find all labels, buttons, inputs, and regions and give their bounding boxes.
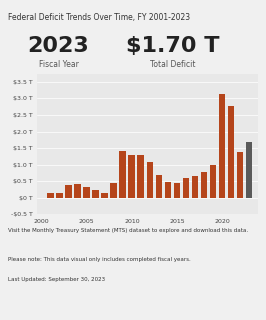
Bar [219,94,225,198]
Bar [201,172,207,198]
Bar [138,155,144,198]
Bar [101,193,108,198]
Bar [156,175,162,198]
Bar [93,190,99,198]
Bar [246,142,252,198]
Text: Total Deficit: Total Deficit [150,60,196,69]
Bar [65,186,72,198]
Bar [128,155,135,198]
Bar [119,151,126,198]
Bar [173,183,180,198]
Text: Visit the Monthly Treasury Statement (MTS) dataset to explore and download this : Visit the Monthly Treasury Statement (MT… [8,228,248,233]
Bar [110,183,117,198]
Bar [237,152,243,198]
Text: $1.70 T: $1.70 T [126,36,220,55]
Bar [228,106,234,198]
Text: Please note: This data visual only includes completed fiscal years.: Please note: This data visual only inclu… [8,257,191,261]
Text: Fiscal Year: Fiscal Year [39,60,78,69]
Text: Federal Deficit Trends Over Time, FY 2001-2023: Federal Deficit Trends Over Time, FY 200… [8,13,190,22]
Text: Last Updated: September 30, 2023: Last Updated: September 30, 2023 [8,277,105,282]
Bar [56,193,63,198]
Bar [210,165,216,198]
Bar [192,176,198,198]
Bar [47,193,54,198]
Text: 2023: 2023 [28,36,89,55]
Bar [74,184,81,198]
Bar [147,162,153,198]
Bar [165,182,171,198]
Bar [182,179,189,198]
Bar [84,187,90,198]
